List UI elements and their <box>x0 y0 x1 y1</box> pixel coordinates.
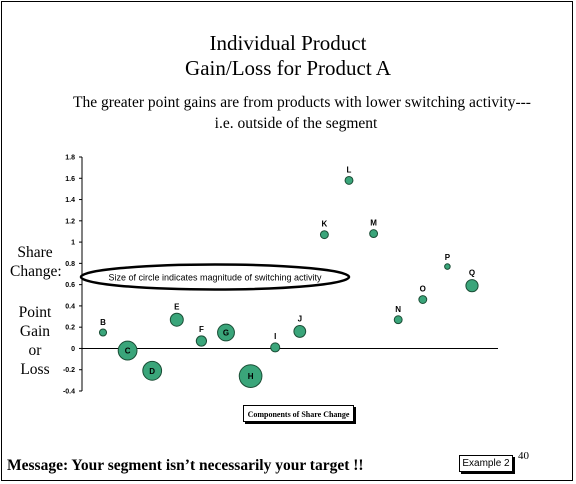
bubble-label-g: G <box>223 329 229 338</box>
slide-title-line1: Individual Product <box>209 31 367 55</box>
bubble-c <box>117 340 138 361</box>
y-axis-ticks: 1.8 1.6 1.4 1.2 1 0.8 0.6 0.4 0.2 0 -0.2 -0.4 <box>63 155 82 396</box>
bubble-l <box>344 175 354 185</box>
y-tick-label: 0.4 <box>65 303 75 310</box>
bubble-label-b: B <box>100 318 106 327</box>
y-tick-label: 1 <box>71 240 75 247</box>
y-axis-label-share: Share Change: <box>10 243 62 281</box>
bubble-label-m: M <box>370 219 377 228</box>
y-tick-label: 1.4 <box>65 197 75 204</box>
example-label: Example 2 <box>459 455 513 472</box>
x-axis-title: Components of Share Change <box>243 405 354 422</box>
chart-axes <box>81 157 498 391</box>
bubble-o <box>418 295 428 304</box>
slide-subtitle-line2: i.e. outside of the segment <box>214 115 378 132</box>
bubble-m <box>369 229 379 239</box>
y-axis-label-point-line3: or <box>28 342 42 359</box>
y-axis-label-share-line1: Share <box>17 244 53 261</box>
bubble-h <box>238 364 263 388</box>
y-tick-label: 0.8 <box>65 261 75 268</box>
y-axis-label-point-line1: Point <box>18 304 52 321</box>
bubble-label-h: H <box>248 372 254 381</box>
page-number: 40 <box>518 450 529 462</box>
annotation-text: Size of circle indicates magnitude of sw… <box>108 273 322 283</box>
bubble-n <box>393 315 403 325</box>
slide-title-line2: Gain/Loss for Product A <box>185 56 391 80</box>
slide-subtitle-line1: The greater point gains are from product… <box>73 94 531 111</box>
bubble-k <box>319 230 329 240</box>
y-tick-label: 1.2 <box>65 218 75 225</box>
y-tick-label: 0.6 <box>65 282 75 289</box>
y-tick-label: 0.2 <box>65 325 75 332</box>
y-axis-label-point: Point Gain or Loss <box>10 303 60 379</box>
bubble-label-j: J <box>298 315 302 324</box>
y-axis-label-share-line2: Change: <box>10 263 62 280</box>
bubble-p <box>444 263 451 270</box>
y-tick-label: 1.6 <box>65 176 75 183</box>
bubble-i <box>270 342 281 353</box>
y-tick-label: 1.8 <box>65 155 75 162</box>
bubble-label-k: K <box>322 220 328 229</box>
bubble-series: B C D E F G H I J K L M N O P Q <box>98 165 479 388</box>
bubble-label-q: Q <box>469 269 475 278</box>
bubble-j <box>293 325 307 338</box>
bubble-label-l: L <box>347 165 352 174</box>
y-tick-label: -0.2 <box>63 367 75 374</box>
bubble-g <box>217 323 235 342</box>
bubble-label-c: C <box>125 347 131 356</box>
bubble-label-n: N <box>395 305 401 314</box>
y-tick-label: -0.4 <box>63 389 75 396</box>
y-axis-label-point-line4: Loss <box>20 361 50 378</box>
bubble-q <box>465 279 479 293</box>
message-text: Message: Your segment isn’t necessarily … <box>7 457 364 474</box>
bubble-label-p: P <box>445 253 451 262</box>
bubble-d <box>142 360 163 381</box>
bubble-label-d: D <box>149 367 155 376</box>
bubble-label-f: F <box>199 325 204 334</box>
y-tick-label: 0 <box>71 346 75 353</box>
bubble-f <box>195 335 208 347</box>
annotation-group: Size of circle indicates magnitude of sw… <box>79 263 351 291</box>
bubble-label-i: I <box>274 332 276 341</box>
bubble-label-e: E <box>174 302 180 311</box>
bubble-b <box>98 328 108 337</box>
annotation-ellipse <box>79 263 351 291</box>
bubble-label-o: O <box>420 285 426 294</box>
y-axis-label-point-line2: Gain <box>19 323 51 340</box>
bubble-e <box>169 312 184 327</box>
